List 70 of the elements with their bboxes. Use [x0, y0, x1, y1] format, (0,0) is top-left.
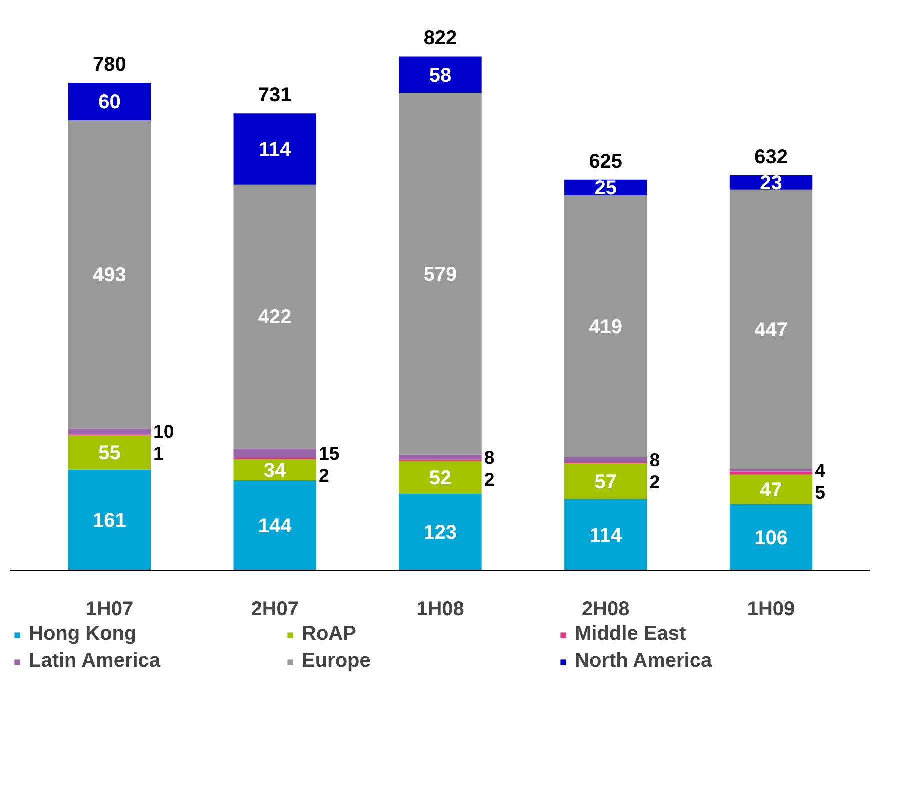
data-label: 579	[424, 264, 458, 286]
legend-label: Latin America	[29, 650, 162, 673]
data-label: 25	[594, 178, 618, 200]
bar	[234, 448, 316, 458]
data-label: 47	[760, 480, 782, 502]
bar	[564, 499, 648, 570]
legend-label: Hong Kong	[29, 623, 138, 646]
data-label: 161	[93, 510, 126, 532]
legend-label: RoAP	[302, 623, 358, 646]
data-label: 422	[258, 306, 292, 329]
data-label: 8	[484, 446, 495, 468]
bar	[730, 469, 813, 472]
bar	[564, 457, 648, 462]
data-label: 52	[429, 467, 452, 490]
data-label: 8	[650, 449, 660, 470]
data-label: 34	[264, 460, 288, 482]
total-label: 632	[754, 146, 788, 168]
bar	[730, 504, 813, 570]
bar	[68, 120, 152, 429]
total-label: 780	[93, 54, 126, 76]
bar	[730, 474, 813, 504]
bar	[68, 470, 152, 570]
data-label: 57	[594, 471, 618, 494]
total-label: 731	[258, 84, 292, 107]
x-tick-label: 1H09	[747, 598, 796, 620]
bar	[234, 184, 316, 449]
data-label: 123	[424, 522, 458, 544]
total-label: 625	[589, 150, 623, 173]
bar	[399, 56, 482, 93]
data-label: 2	[484, 468, 495, 490]
data-label: 15	[318, 442, 340, 464]
data-label: 493	[93, 264, 126, 287]
x-tick-label: 2H07	[251, 598, 300, 620]
data-label: 60	[98, 92, 121, 114]
legend-label: Middle East	[575, 623, 688, 646]
bar	[399, 454, 482, 460]
total-label: 822	[424, 28, 458, 50]
bar	[564, 464, 648, 500]
data-label: 419	[589, 316, 623, 338]
bar	[68, 435, 152, 470]
bar	[730, 190, 813, 470]
bar	[564, 195, 648, 458]
data-label: 114	[258, 139, 292, 162]
data-label: 58	[429, 64, 452, 87]
x-tick-label: 1H08	[416, 598, 464, 620]
bar	[399, 494, 482, 570]
data-label: 10	[154, 421, 174, 442]
legend-label: Europe	[302, 650, 372, 673]
bar	[234, 480, 316, 570]
bar	[399, 461, 482, 494]
bar	[68, 82, 152, 120]
data-label: 144	[258, 516, 293, 538]
bar	[234, 114, 316, 185]
data-label: 114	[590, 524, 623, 547]
data-label: 4	[815, 460, 826, 481]
x-tick-label: 1H07	[86, 598, 134, 620]
data-label: 5	[815, 482, 826, 503]
bar	[234, 459, 316, 480]
data-label: 447	[754, 320, 788, 342]
data-label: 2	[318, 464, 330, 486]
data-label: 2	[650, 471, 660, 492]
data-label: 1	[154, 443, 164, 464]
data-label: 23	[760, 172, 782, 195]
bar	[399, 92, 482, 455]
x-tick-label: 2H08	[582, 598, 630, 620]
bar	[68, 428, 152, 435]
legend-label: North America	[575, 650, 714, 673]
data-label: 55	[98, 442, 121, 465]
bar	[730, 472, 813, 475]
data-label: 106	[754, 527, 788, 550]
